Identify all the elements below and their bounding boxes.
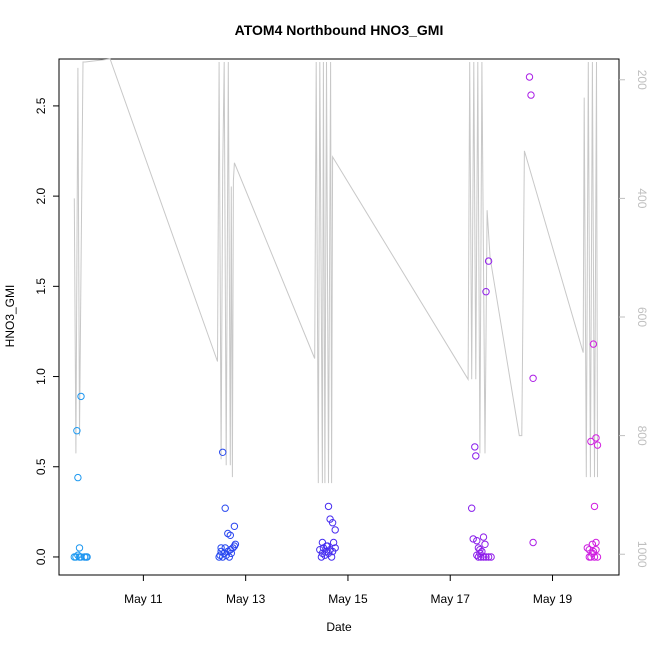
data-point [590,502,599,511]
data-point [529,374,537,382]
x-axis: May 11 May 13 May 15 May 17 May 19 [124,575,573,606]
data-point [331,526,339,534]
data-point [77,392,85,401]
data-point [479,533,488,541]
data-point [476,546,484,554]
data-point [589,340,598,348]
secondary-y-axis: 200 400 600 800 1000 [619,70,649,568]
data-point [592,434,600,442]
y2-tick-label: 200 [635,70,649,90]
data-point [74,473,82,482]
data-point [225,553,234,561]
y-tick-label: 2.0 [34,187,48,204]
data-point [230,522,239,530]
y-axis: 0.0 0.5 1.0 1.5 2.0 2.5 [34,97,59,565]
data-point [473,537,481,545]
x-tick-label: May 13 [226,592,266,606]
data-point [329,538,338,547]
data-point [592,546,600,554]
data-point [72,553,80,561]
data-point [474,553,483,561]
data-point [479,553,488,561]
data-point [317,553,326,561]
pressure-line [73,58,598,484]
data-point [221,504,229,512]
data-point [321,551,329,559]
data-point [525,73,534,81]
data-point [473,551,481,559]
x-tick-label: May 11 [124,592,163,606]
data-point [227,549,236,557]
data-point [327,553,336,561]
data-point [484,553,493,561]
x-axis-label: Date [326,620,352,634]
y-axis-label: HNO3_GMI [3,285,17,348]
data-point [322,542,331,550]
data-point [75,544,84,552]
data-point [318,538,327,547]
data-point [471,443,479,451]
data-point [593,553,602,561]
data-point [482,288,490,296]
data-point [230,542,239,550]
data-point [472,452,480,460]
data-point [592,538,600,547]
y2-tick-label: 800 [635,426,649,446]
data-point [331,544,339,552]
data-point [231,540,240,548]
data-point [83,553,91,561]
y-tick-label: 2.5 [34,97,48,114]
data-point [478,547,486,556]
data-point [588,540,597,548]
y-tick-label: 1.5 [34,278,48,295]
x-tick-label: May 15 [328,592,368,606]
chart-title: ATOM4 Northbound HNO3_GMI [235,22,444,38]
y2-tick-label: 600 [635,307,649,327]
data-point [220,549,228,557]
data-point [217,544,225,552]
plot-frame [58,58,620,576]
data-point [481,540,489,548]
y-tick-label: 0.5 [34,458,48,475]
data-point [590,553,599,561]
data-point [328,519,337,527]
data-point [484,257,493,265]
data-point [587,437,595,446]
data-point [324,502,333,511]
data-point [469,535,477,543]
y2-tick-label: 1000 [635,541,649,568]
y-tick-label: 1.0 [34,368,48,385]
y2-tick-label: 400 [635,188,649,208]
data-point [226,531,235,539]
y-tick-label: 0.0 [34,548,48,565]
data-point [477,553,485,561]
x-tick-label: May 19 [533,592,573,606]
data-point [585,553,593,561]
data-point [487,553,495,561]
points-layer [70,73,602,561]
x-tick-label: May 17 [431,592,471,606]
data-point [73,427,81,435]
data-point [219,448,227,456]
data-point [527,91,535,99]
data-point [593,441,602,449]
data-point [529,538,537,547]
pressure-line-layer [73,58,598,484]
data-point [583,544,591,552]
data-point [468,504,476,512]
data-point [482,553,490,561]
